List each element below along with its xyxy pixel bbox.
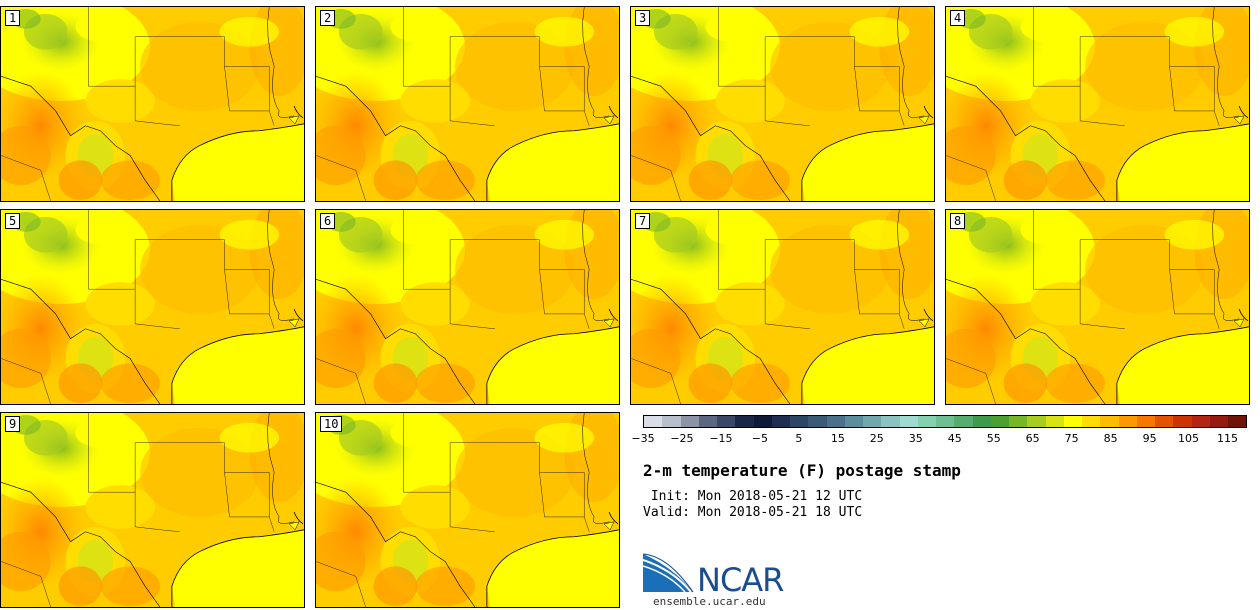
colorbar-swatch: [954, 416, 973, 427]
valid-time: Valid: Mon 2018-05-21 18 UTC: [643, 505, 863, 520]
colorbar-swatch: [1209, 416, 1228, 427]
member-number-label: 9: [5, 416, 21, 432]
colorbar-swatch: [990, 416, 1009, 427]
ensemble-member-panel: 9: [0, 412, 305, 608]
colorbar-tick-label: 55: [986, 432, 1001, 445]
colorbar-tick-label: 105: [1178, 432, 1200, 445]
colorbar-tick-label: 85: [1103, 432, 1118, 445]
ensemble-member-panel: 2: [315, 6, 620, 202]
colorbar-swatch: [1136, 416, 1155, 427]
colorbar-swatch: [735, 416, 754, 427]
member-number-label: 10: [320, 416, 343, 432]
ncar-logo-icon: [643, 553, 694, 593]
colorbar-tick-label: 95: [1142, 432, 1157, 445]
colorbar-tick-label: 45: [947, 432, 962, 445]
ensemble-member-panel: 4: [945, 6, 1250, 202]
member-number-label: 4: [950, 10, 966, 26]
member-number-label: 1: [5, 10, 21, 26]
colorbar-swatch: [1118, 416, 1137, 427]
colorbar-swatch: [899, 416, 918, 427]
logo-text: NCAR: [697, 561, 784, 599]
colorbar-tick-label: −15: [709, 432, 733, 445]
ensemble-member-panel: 8: [945, 209, 1250, 405]
colorbar-swatch: [1009, 416, 1028, 427]
colorbar-swatch: [680, 416, 699, 427]
ensemble-member-panel: 1: [0, 6, 305, 202]
ensemble-member-panel: 10: [315, 412, 620, 608]
member-number-label: 6: [320, 213, 336, 229]
colorbar-swatch: [972, 416, 991, 427]
member-number-label: 7: [635, 213, 651, 229]
figure-title: 2-m temperature (F) postage stamp: [643, 461, 961, 480]
member-number-label: 2: [320, 10, 336, 26]
colorbar-tick-label: 65: [1025, 432, 1040, 445]
website-url: ensemble.ucar.edu: [653, 595, 766, 608]
ensemble-member-panel: 6: [315, 209, 620, 405]
colorbar-tick-label: −5: [751, 432, 768, 445]
colorbar-swatch: [1027, 416, 1046, 427]
colorbar-swatch: [771, 416, 790, 427]
colorbar-swatch: [1100, 416, 1119, 427]
init-time: Init: Mon 2018-05-21 12 UTC: [643, 489, 863, 504]
colorbar-swatch: [1173, 416, 1192, 427]
colorbar-swatch: [790, 416, 809, 427]
colorbar-ticks: −35 −25 −15 −5 5 15 25 35 45 55 65 75 85 95 105 115: [631, 432, 1247, 446]
colorbar-swatch: [1191, 416, 1210, 427]
colorbar-tick-label: 15: [830, 432, 845, 445]
colorbar-swatch: [917, 416, 936, 427]
colorbar-swatch: [1063, 416, 1082, 427]
colorbar-tick-label: −35: [631, 432, 655, 445]
colorbar-swatch: [1228, 416, 1247, 427]
colorbar-swatch: [1045, 416, 1064, 427]
colorbar: [643, 415, 1247, 428]
member-number-label: 3: [635, 10, 651, 26]
member-number-label: 8: [950, 213, 966, 229]
colorbar-swatch: [698, 416, 717, 427]
colorbar-swatch: [1082, 416, 1101, 427]
colorbar-swatch: [1155, 416, 1174, 427]
colorbar-swatch: [863, 416, 882, 427]
colorbar-tick-label: 115: [1217, 432, 1239, 445]
ensemble-member-panel: 7: [630, 209, 935, 405]
colorbar-swatch: [844, 416, 863, 427]
colorbar-swatch: [753, 416, 772, 427]
ensemble-member-panel: 3: [630, 6, 935, 202]
colorbar-swatch: [644, 416, 663, 427]
colorbar-tick-label: 35: [908, 432, 923, 445]
colorbar-swatch: [808, 416, 827, 427]
colorbar-tick-label: 5: [795, 432, 803, 445]
colorbar-swatch: [936, 416, 955, 427]
colorbar-swatch: [881, 416, 900, 427]
colorbar-tick-label: 25: [869, 432, 884, 445]
colorbar-swatch: [826, 416, 845, 427]
colorbar-swatch: [717, 416, 736, 427]
colorbar-tick-label: −25: [670, 432, 694, 445]
ensemble-member-panel: 5: [0, 209, 305, 405]
member-number-label: 5: [5, 213, 21, 229]
colorbar-swatch: [662, 416, 681, 427]
colorbar-tick-label: 75: [1064, 432, 1079, 445]
